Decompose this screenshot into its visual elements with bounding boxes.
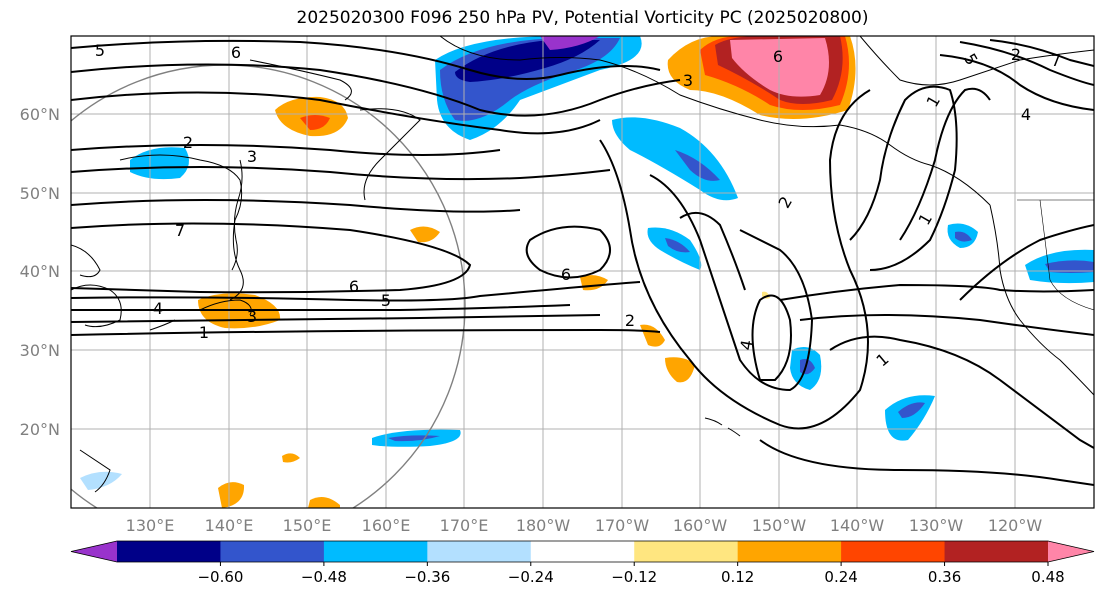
contour-label: 2 — [625, 311, 635, 330]
lon-label: 130°W — [909, 516, 964, 535]
lat-label: 40°N — [20, 262, 60, 281]
lat-label: 20°N — [20, 420, 60, 439]
colorbar-outline — [70, 540, 1095, 563]
contour-label: 6 — [561, 265, 571, 284]
colorbar-tick-label: −0.60 — [197, 568, 243, 586]
colorbar-tick-label: 0.24 — [824, 568, 857, 586]
map-title: 2025020300 F096 250 hPa PV, Potential Vo… — [296, 8, 869, 28]
colorbar-segment — [427, 541, 532, 562]
contour-label: 3 — [247, 147, 257, 166]
lon-label: 130°E — [126, 516, 175, 535]
lat-label: 30°N — [20, 341, 60, 360]
longitude-labels: 130°E 140°E 150°E 160°E 170°E 180°W 170°… — [126, 516, 1043, 535]
map-frame — [70, 35, 1095, 509]
colorbar-extend-high — [1048, 541, 1094, 562]
lon-label: 140°W — [830, 516, 885, 535]
lon-label: 170°E — [440, 516, 489, 535]
map-layer: 6 5 2 3 7 6 5 4 3 1 6 2 4 1 6 3 5 4 2 1 … — [71, 36, 1094, 508]
contour-label: 2 — [183, 133, 193, 152]
colorbar-segment — [634, 541, 739, 562]
colorbar-segment — [737, 541, 842, 562]
colorbar-tick-label: −0.36 — [404, 568, 450, 586]
lon-label: 150°E — [283, 516, 332, 535]
colorbar-segment — [944, 541, 1049, 562]
colorbar-segment — [530, 541, 635, 562]
lon-label: 160°W — [673, 516, 728, 535]
colorbar-tick-label: −0.48 — [301, 568, 347, 586]
colorbar-tick-label: 0.36 — [928, 568, 961, 586]
contour-label: 3 — [683, 71, 693, 90]
lat-label: 50°N — [20, 184, 60, 203]
lon-label: 140°E — [205, 516, 254, 535]
contour-label: 6 — [349, 277, 359, 296]
latitude-labels: 60°N 50°N 40°N 30°N 20°N — [20, 105, 60, 439]
contour-label: 4 — [736, 338, 756, 351]
contour-label: 3 — [247, 307, 257, 326]
colorbar-segment — [117, 541, 221, 562]
contour-label: 6 — [231, 43, 241, 62]
lon-label: 160°E — [362, 516, 411, 535]
lon-label: 120°W — [988, 516, 1043, 535]
colorbar-tick-label: −0.24 — [508, 568, 554, 586]
contour-label: 7 — [175, 221, 185, 240]
contour-label: 4 — [153, 299, 163, 318]
lon-label: 150°W — [752, 516, 807, 535]
pv-contours — [71, 39, 1094, 486]
contour-label: 4 — [1021, 105, 1031, 124]
contour-label: 6 — [773, 47, 783, 66]
lat-label: 60°N — [20, 105, 60, 124]
contour-label: 5 — [95, 41, 105, 60]
contour-label: 2 — [1011, 45, 1021, 64]
colorbar-segment — [220, 541, 325, 562]
colorbar-tick-label: 0.48 — [1031, 568, 1064, 586]
contour-label: 7 — [1051, 51, 1061, 70]
colorbar-segment — [323, 541, 428, 562]
contour-label: 1 — [199, 323, 209, 342]
contour-label: 5 — [381, 291, 391, 310]
borders — [1017, 199, 1094, 311]
colorbar-tick-label: 0.12 — [721, 568, 754, 586]
lon-label: 180°W — [516, 516, 571, 535]
lon-label: 170°W — [595, 516, 650, 535]
colorbar-extend-low — [71, 541, 117, 562]
colorbar-segment — [841, 541, 946, 562]
colorbar: −0.60 −0.48 −0.36 −0.24 −0.12 0.12 0.24 0.36 0.4… — [70, 540, 1095, 586]
colorbar-tick-label: −0.12 — [611, 568, 657, 586]
